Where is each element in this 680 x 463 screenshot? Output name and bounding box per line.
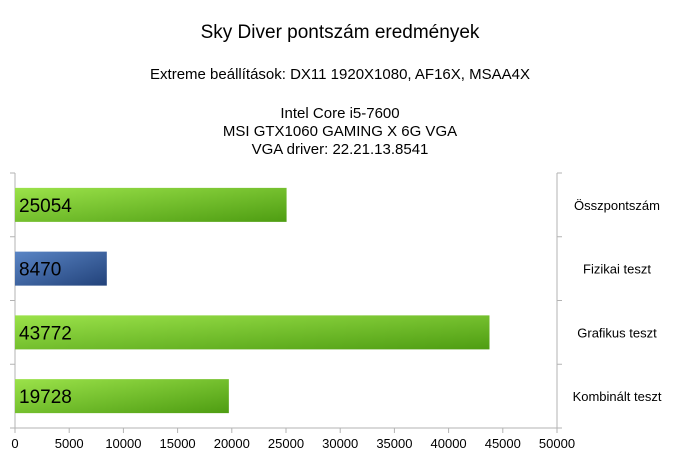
x-tick-label: 45000 [485,436,521,451]
data-label: 43772 [19,323,72,344]
bar [15,379,229,414]
info-gpu: MSI GTX1060 GAMING X 6G VGA [222,123,458,140]
x-tick-label: 20000 [214,436,250,451]
chart-title: Sky Diver pontszám eredmények [200,22,480,43]
category-label: Kombinált teszt [573,389,662,404]
x-tick-label: 0 [11,436,18,451]
category-label: Összpontszám [574,198,660,213]
info-cpu: Intel Core i5-7600 [280,105,400,122]
x-tick-label: 35000 [376,436,412,451]
x-tick-label: 10000 [105,436,141,451]
data-label: 8470 [19,260,61,281]
x-tick-label: 25000 [268,436,304,451]
data-label: 19728 [19,387,72,408]
x-tick-label: 30000 [322,436,358,451]
data-label: 25054 [19,196,72,217]
x-tick-label: 5000 [55,436,84,451]
x-tick-label: 50000 [539,436,575,451]
bar [15,187,287,222]
info-driver: VGA driver: 22.21.13.8541 [251,141,429,158]
x-tick-label: 15000 [160,436,196,451]
chart-subtitle: Extreme beállítások: DX11 1920X1080, AF1… [150,66,530,83]
category-label: Grafikus teszt [577,325,657,340]
x-tick-label: 40000 [431,436,467,451]
category-label: Fizikai teszt [583,262,651,277]
bar [15,315,490,350]
bar [15,251,107,286]
